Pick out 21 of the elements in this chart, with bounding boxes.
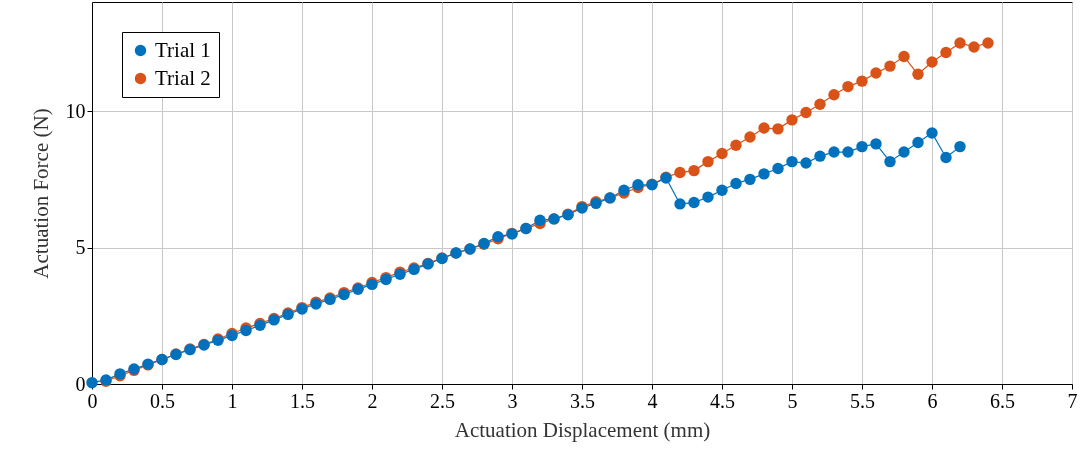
x-tick-label: 0.5	[150, 389, 175, 412]
x-tick-label: 6.5	[990, 389, 1015, 412]
x-axis-title: Actuation Displacement (mm)	[454, 417, 711, 442]
x-tick-label: 3	[507, 389, 518, 412]
x-tick-label: 7	[1067, 389, 1078, 412]
y-axis-title: Actuation Force (N)	[28, 108, 53, 279]
legend-label: Trial 2	[155, 65, 211, 90]
x-tick-label: 2	[367, 389, 378, 412]
x-tick-label: 5	[787, 389, 798, 412]
y-tick-label: 5	[75, 236, 86, 259]
x-tick-label: 3.5	[570, 389, 595, 412]
x-tick-label: 2.5	[430, 389, 455, 412]
legend-label: Trial 1	[155, 37, 211, 62]
x-tick-label: 1	[227, 389, 238, 412]
x-tick-label: 6	[927, 389, 938, 412]
x-tick-label: 5.5	[850, 389, 875, 412]
x-tick-label: 4	[647, 389, 658, 412]
x-tick-label: 4.5	[710, 389, 735, 412]
x-tick-label: 1.5	[290, 389, 315, 412]
y-tick-label: 0	[75, 372, 86, 395]
y-tick-label: 10	[65, 99, 86, 122]
